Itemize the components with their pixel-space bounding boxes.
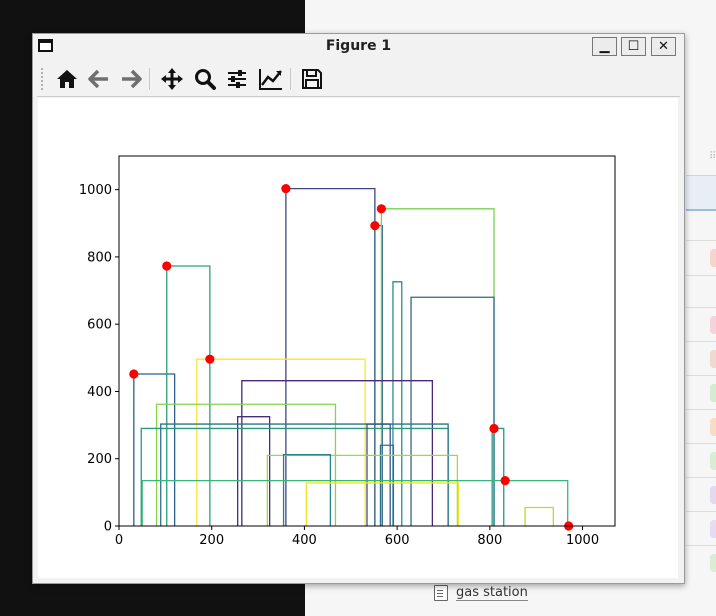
y-tick-label: 1000 <box>79 183 112 198</box>
chart-rectangle <box>166 265 211 526</box>
background-tag-chip <box>710 350 716 368</box>
close-button[interactable]: ✕ <box>651 37 676 56</box>
edit-axis-button[interactable] <box>256 66 284 92</box>
background-row-divider <box>686 545 716 546</box>
figure-canvas[interactable]: 0 200 400 600 800 1000 0 200 400 600 800 1000 <box>38 98 678 578</box>
chart-rectangle <box>392 281 403 526</box>
chart-rectangle <box>141 479 569 526</box>
document-icon <box>434 585 448 601</box>
drag-dots-icon: ⠿ <box>709 151 716 162</box>
y-tick-label: 400 <box>87 385 112 400</box>
chart-rectangle <box>282 454 332 526</box>
background-row-divider <box>686 341 716 342</box>
background-tag-chip <box>710 384 716 402</box>
save-floppy-icon <box>302 69 322 89</box>
chart-rectangle <box>366 423 391 526</box>
title-bar[interactable]: Figure 1 ▁ ☐ ✕ <box>33 34 684 60</box>
background-row-divider <box>686 511 716 512</box>
toolbar-grip-handle[interactable] <box>41 68 45 90</box>
y-tick-label: 800 <box>87 250 112 265</box>
configure-subplots-icon <box>228 70 246 88</box>
chart-point <box>489 423 499 434</box>
x-tick-label: 600 <box>385 533 410 548</box>
chart-rectangle <box>380 208 495 526</box>
background-tag-chip <box>710 418 716 436</box>
background-row-divider <box>686 409 716 410</box>
figure-window: Figure 1 ▁ ☐ ✕ <box>32 33 685 584</box>
chart-rectangle <box>524 506 554 526</box>
background-row-divider <box>686 443 716 444</box>
background-tag-chip <box>710 249 716 267</box>
chart-rectangle <box>160 423 449 526</box>
window-title: Figure 1 <box>325 38 392 54</box>
maximize-button[interactable]: ☐ <box>621 37 646 56</box>
chart-rectangle <box>133 373 176 526</box>
navigation-toolbar <box>37 62 680 97</box>
forward-arrow-icon <box>122 69 142 89</box>
configure-subplots-button[interactable] <box>223 66 251 92</box>
home-button[interactable] <box>53 66 81 92</box>
chart-rectangle <box>305 482 459 526</box>
x-tick-label: 1000 <box>566 533 599 548</box>
x-tick-label: 0 <box>115 533 123 548</box>
chart-point <box>281 184 291 194</box>
x-tick-label: 200 <box>199 533 224 548</box>
chart-point <box>205 354 215 364</box>
background-list-item[interactable]: gas station <box>434 585 528 601</box>
background-selected-row <box>686 175 716 211</box>
window-menu-icon[interactable] <box>38 39 53 52</box>
chart-rectangle <box>410 296 495 526</box>
chart-rectangle <box>379 444 395 526</box>
background-row-divider <box>686 477 716 478</box>
background-row-divider <box>686 375 716 376</box>
back-button[interactable] <box>85 66 113 92</box>
background-tag-chip <box>710 520 716 538</box>
background-row-divider <box>686 307 716 308</box>
chart-rectangle <box>196 358 366 526</box>
chart-plot: 0 200 400 600 800 1000 0 200 400 600 800 1000 <box>79 155 616 548</box>
zoom-button[interactable] <box>191 66 219 92</box>
chart-point <box>370 221 380 231</box>
edit-axis-line-icon <box>259 69 282 90</box>
background-row-divider <box>686 275 716 276</box>
forward-button[interactable] <box>117 66 145 92</box>
chart-rectangle <box>237 416 271 526</box>
y-tick-label: 200 <box>87 452 112 467</box>
toolbar-separator <box>149 68 150 90</box>
list-item-label: gas station <box>456 585 528 601</box>
background-tag-chip <box>710 316 716 334</box>
chart-point <box>500 475 510 486</box>
background-tag-chip <box>710 452 716 470</box>
minimize-button[interactable]: ▁ <box>592 37 617 56</box>
home-icon <box>57 70 77 88</box>
background-row-divider <box>686 240 716 241</box>
background-tag-chip <box>710 486 716 504</box>
chart-point <box>162 261 172 271</box>
chart-rectangle <box>155 403 337 526</box>
save-button[interactable] <box>298 66 326 92</box>
background-tag-chip <box>710 554 716 572</box>
x-tick-label: 800 <box>477 533 502 548</box>
chart-point <box>376 204 386 214</box>
axes-frame <box>118 155 616 527</box>
pan-move-icon <box>161 68 183 90</box>
y-tick-label: 0 <box>104 520 112 535</box>
chart-rectangle <box>266 454 459 526</box>
chart-point <box>129 369 139 379</box>
x-tick-label: 400 <box>292 533 317 548</box>
toolbar-separator <box>290 68 291 90</box>
chart-rectangle <box>241 380 434 526</box>
back-arrow-icon <box>88 69 108 89</box>
y-tick-label: 600 <box>87 318 112 333</box>
zoom-magnifier-icon <box>195 69 216 90</box>
pan-button[interactable] <box>158 66 186 92</box>
